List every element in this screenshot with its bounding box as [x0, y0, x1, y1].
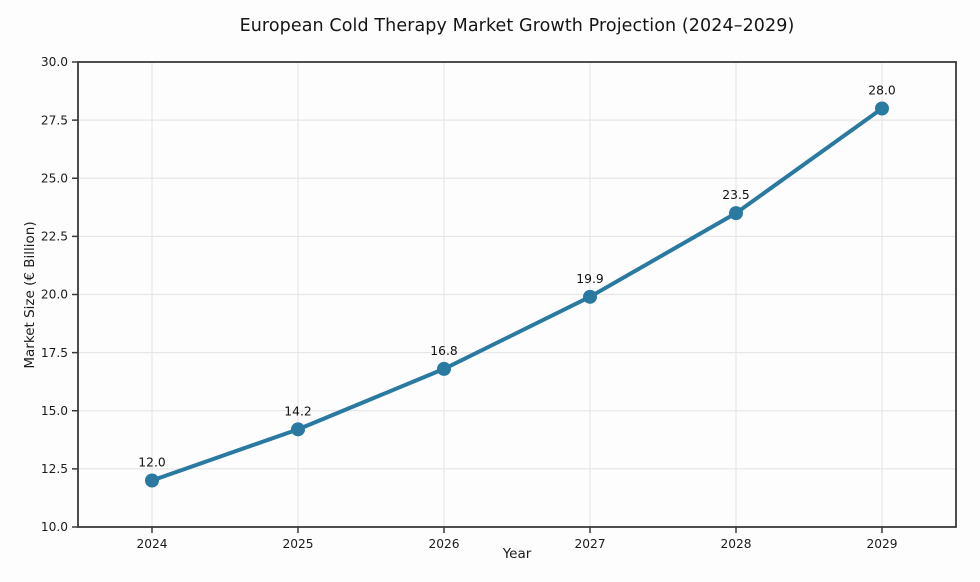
y-axis-label: Market Size (€ Billion) — [22, 221, 38, 369]
data-point-marker — [437, 361, 451, 376]
y-tick-label: 27.5 — [41, 113, 68, 127]
data-point-label: 14.2 — [284, 404, 311, 418]
data-line — [150, 106, 884, 483]
x-tick-label: 2024 — [136, 537, 167, 551]
x-axis-label: Year — [502, 546, 532, 562]
data-point-marker — [291, 422, 305, 437]
y-tick-label: 12.5 — [41, 462, 68, 476]
data-point-label: 12.0 — [138, 456, 165, 470]
data-point-marker — [729, 206, 743, 221]
y-tick-label: 20.0 — [41, 288, 68, 302]
x-tick-label: 2027 — [574, 537, 605, 551]
data-point-label: 16.8 — [430, 344, 457, 358]
y-tick-label: 30.0 — [41, 55, 68, 69]
data-point-label: 19.9 — [576, 272, 603, 286]
data-point-label: 28.0 — [868, 84, 895, 98]
data-point-marker — [145, 473, 159, 488]
data-point-marker — [875, 101, 889, 116]
y-tick-label: 10.0 — [41, 520, 68, 534]
y-tick-label: 25.0 — [41, 171, 68, 185]
x-tick-label: 2028 — [720, 537, 751, 551]
y-tick-label: 22.5 — [41, 230, 68, 244]
x-tick-label: 2026 — [428, 537, 459, 551]
y-tick-label: 15.0 — [41, 404, 68, 418]
x-tick-label: 2029 — [866, 537, 897, 551]
chart-title: European Cold Therapy Market Growth Proj… — [239, 16, 795, 36]
data-point-marker — [583, 289, 597, 304]
y-tick-label: 17.5 — [41, 346, 68, 360]
x-tick-label: 2025 — [282, 537, 313, 551]
data-point-label: 23.5 — [722, 188, 749, 202]
